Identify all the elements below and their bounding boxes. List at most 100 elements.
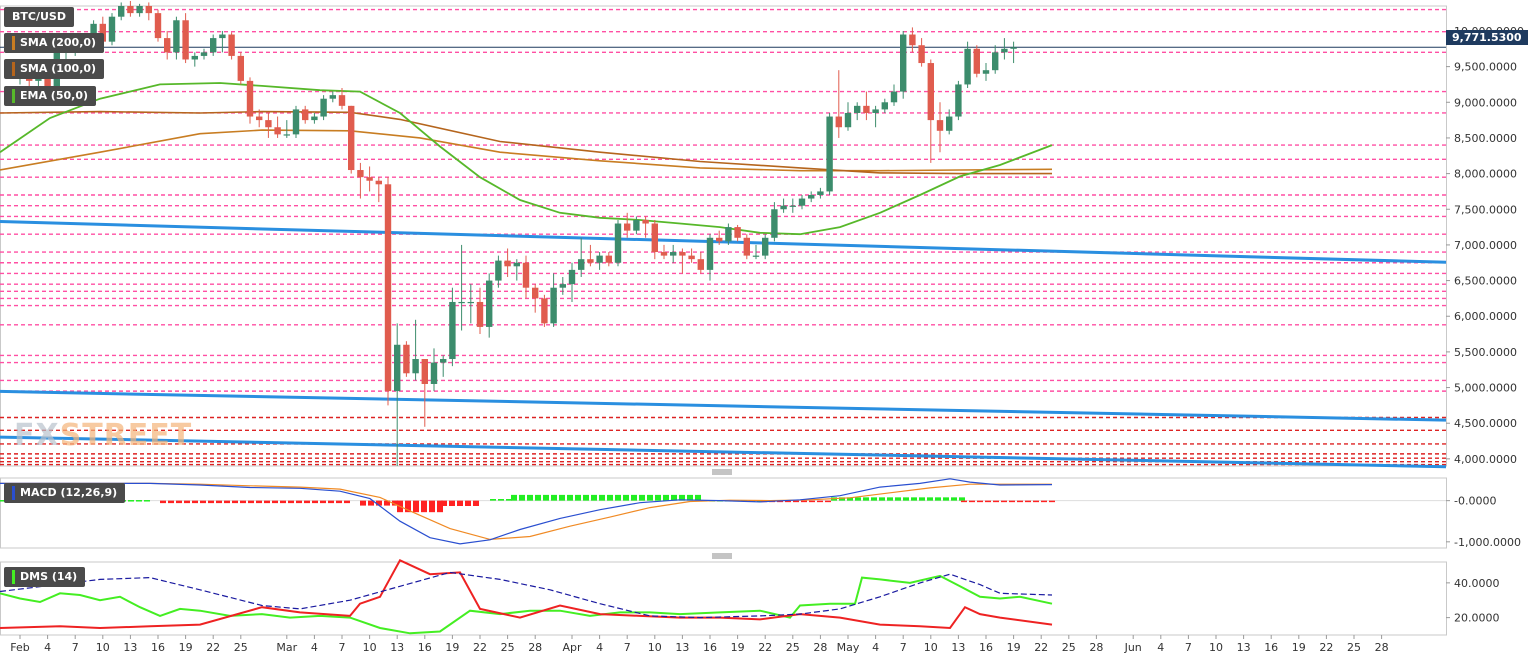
candle-body bbox=[918, 45, 925, 64]
x-tick-label: 10 bbox=[924, 641, 938, 654]
macd-histogram-bar bbox=[413, 500, 419, 513]
macd-histogram-bar bbox=[405, 500, 411, 513]
macd-histogram-bar bbox=[801, 500, 807, 503]
macd-histogram-bar bbox=[144, 500, 150, 502]
macd-histogram-bar bbox=[527, 494, 533, 501]
macd-histogram-bar bbox=[591, 494, 597, 501]
candle-body bbox=[835, 116, 842, 128]
macd-histogram-bar bbox=[977, 500, 983, 503]
bullish-candle bbox=[550, 273, 557, 327]
bullish-candle bbox=[191, 52, 198, 67]
x-tick-label: 4 bbox=[596, 641, 603, 654]
candle-body bbox=[283, 134, 290, 136]
bearish-candle bbox=[164, 30, 171, 60]
candle-body bbox=[789, 205, 796, 207]
candle-body bbox=[200, 52, 208, 56]
bullish-candle bbox=[982, 63, 990, 81]
bullish-candle bbox=[467, 284, 474, 324]
macd-histogram-bar bbox=[647, 494, 653, 501]
bearish-candle bbox=[154, 9, 162, 42]
bearish-candle bbox=[366, 166, 373, 192]
candle-body bbox=[596, 255, 603, 263]
bullish-candle bbox=[118, 2, 125, 21]
macd-histogram-bar bbox=[631, 494, 637, 501]
macd-histogram-bar bbox=[959, 497, 965, 501]
bullish-candle bbox=[219, 30, 226, 53]
macd-histogram-bar bbox=[671, 494, 677, 501]
x-tick-label: 7 bbox=[900, 641, 907, 654]
x-tick-label: 10 bbox=[96, 641, 110, 654]
bearish-candle bbox=[274, 116, 281, 138]
macd-histogram-bar bbox=[360, 500, 366, 506]
bullish-candle bbox=[964, 41, 971, 89]
price-y-tick-label: 8,000.0000 bbox=[1454, 168, 1517, 181]
bullish-candle bbox=[955, 80, 962, 121]
candle-body bbox=[228, 34, 235, 56]
bearish-candle bbox=[688, 248, 695, 263]
candle-body bbox=[357, 170, 364, 178]
macd-histogram-bar bbox=[248, 500, 254, 504]
macd-histogram-bar bbox=[895, 497, 901, 501]
macd-histogram-bar bbox=[817, 500, 823, 503]
bullish-candle bbox=[136, 3, 143, 17]
candle-body bbox=[164, 38, 171, 53]
candle-body bbox=[532, 287, 539, 299]
bearish-candle bbox=[504, 248, 511, 278]
bullish-candle bbox=[210, 34, 217, 56]
bullish-candle bbox=[872, 105, 879, 128]
candle-body bbox=[725, 227, 732, 242]
macd-legend[interactable]: MACD (12,26,9) bbox=[4, 483, 126, 503]
candle-body bbox=[743, 237, 750, 256]
bearish-candle bbox=[256, 109, 263, 128]
bearish-candle bbox=[338, 88, 346, 110]
x-tick-label: 7 bbox=[1185, 641, 1192, 654]
macd-panel bbox=[0, 477, 1447, 549]
trend-line bbox=[0, 389, 1447, 422]
candle-body bbox=[909, 34, 916, 46]
macd-histogram-bar bbox=[128, 500, 134, 502]
macd-histogram-bar bbox=[1049, 500, 1055, 503]
bearish-candle bbox=[421, 359, 428, 427]
candle-body bbox=[182, 20, 189, 60]
x-tick-label: 7 bbox=[339, 641, 346, 654]
ema50-legend[interactable]: EMA (50,0) bbox=[4, 86, 96, 106]
candle-body bbox=[900, 34, 907, 92]
candle-body bbox=[762, 237, 769, 256]
sma100-legend[interactable]: SMA (100,0) bbox=[4, 59, 105, 79]
x-tick-label: 28 bbox=[1089, 641, 1103, 654]
candle-body bbox=[246, 80, 254, 117]
macd-histogram-bar bbox=[320, 500, 326, 504]
x-tick-label: 22 bbox=[758, 641, 772, 654]
candle-body bbox=[504, 260, 511, 267]
candle-body bbox=[173, 20, 180, 53]
bullish-candle bbox=[394, 323, 401, 466]
sma200-legend[interactable]: SMA (200,0) bbox=[4, 33, 105, 53]
dms-legend[interactable]: DMS (14) bbox=[4, 567, 86, 587]
x-tick-label: 19 bbox=[179, 641, 193, 654]
bearish-candle bbox=[403, 341, 410, 377]
bullish-candle bbox=[752, 244, 760, 260]
price-y-tick-label: 4,000.0000 bbox=[1454, 453, 1517, 466]
bearish-candle bbox=[182, 13, 189, 64]
candle-body bbox=[1001, 48, 1008, 53]
bullish-candle bbox=[890, 84, 898, 106]
candle-body bbox=[863, 105, 870, 113]
bearish-candle bbox=[348, 105, 355, 174]
sma200-label: SMA (200,0) bbox=[20, 36, 97, 49]
bearish-candle bbox=[541, 294, 548, 327]
candle-body bbox=[430, 362, 438, 384]
candle-body bbox=[550, 287, 557, 324]
bullish-candle bbox=[200, 48, 208, 60]
macd-histogram-bar bbox=[1009, 500, 1015, 503]
macd-histogram-bar bbox=[871, 497, 877, 501]
candle-body bbox=[688, 255, 695, 260]
macd-histogram-bar bbox=[490, 499, 496, 501]
sma100-label: SMA (100,0) bbox=[20, 62, 97, 75]
macd-histogram-bar bbox=[951, 497, 957, 501]
macd-histogram-bar bbox=[639, 494, 645, 501]
bullish-candle bbox=[826, 112, 833, 195]
bullish-candle bbox=[780, 198, 787, 213]
macd-histogram-bar bbox=[809, 500, 815, 503]
candle-body bbox=[808, 194, 815, 199]
candle-body bbox=[798, 198, 806, 206]
